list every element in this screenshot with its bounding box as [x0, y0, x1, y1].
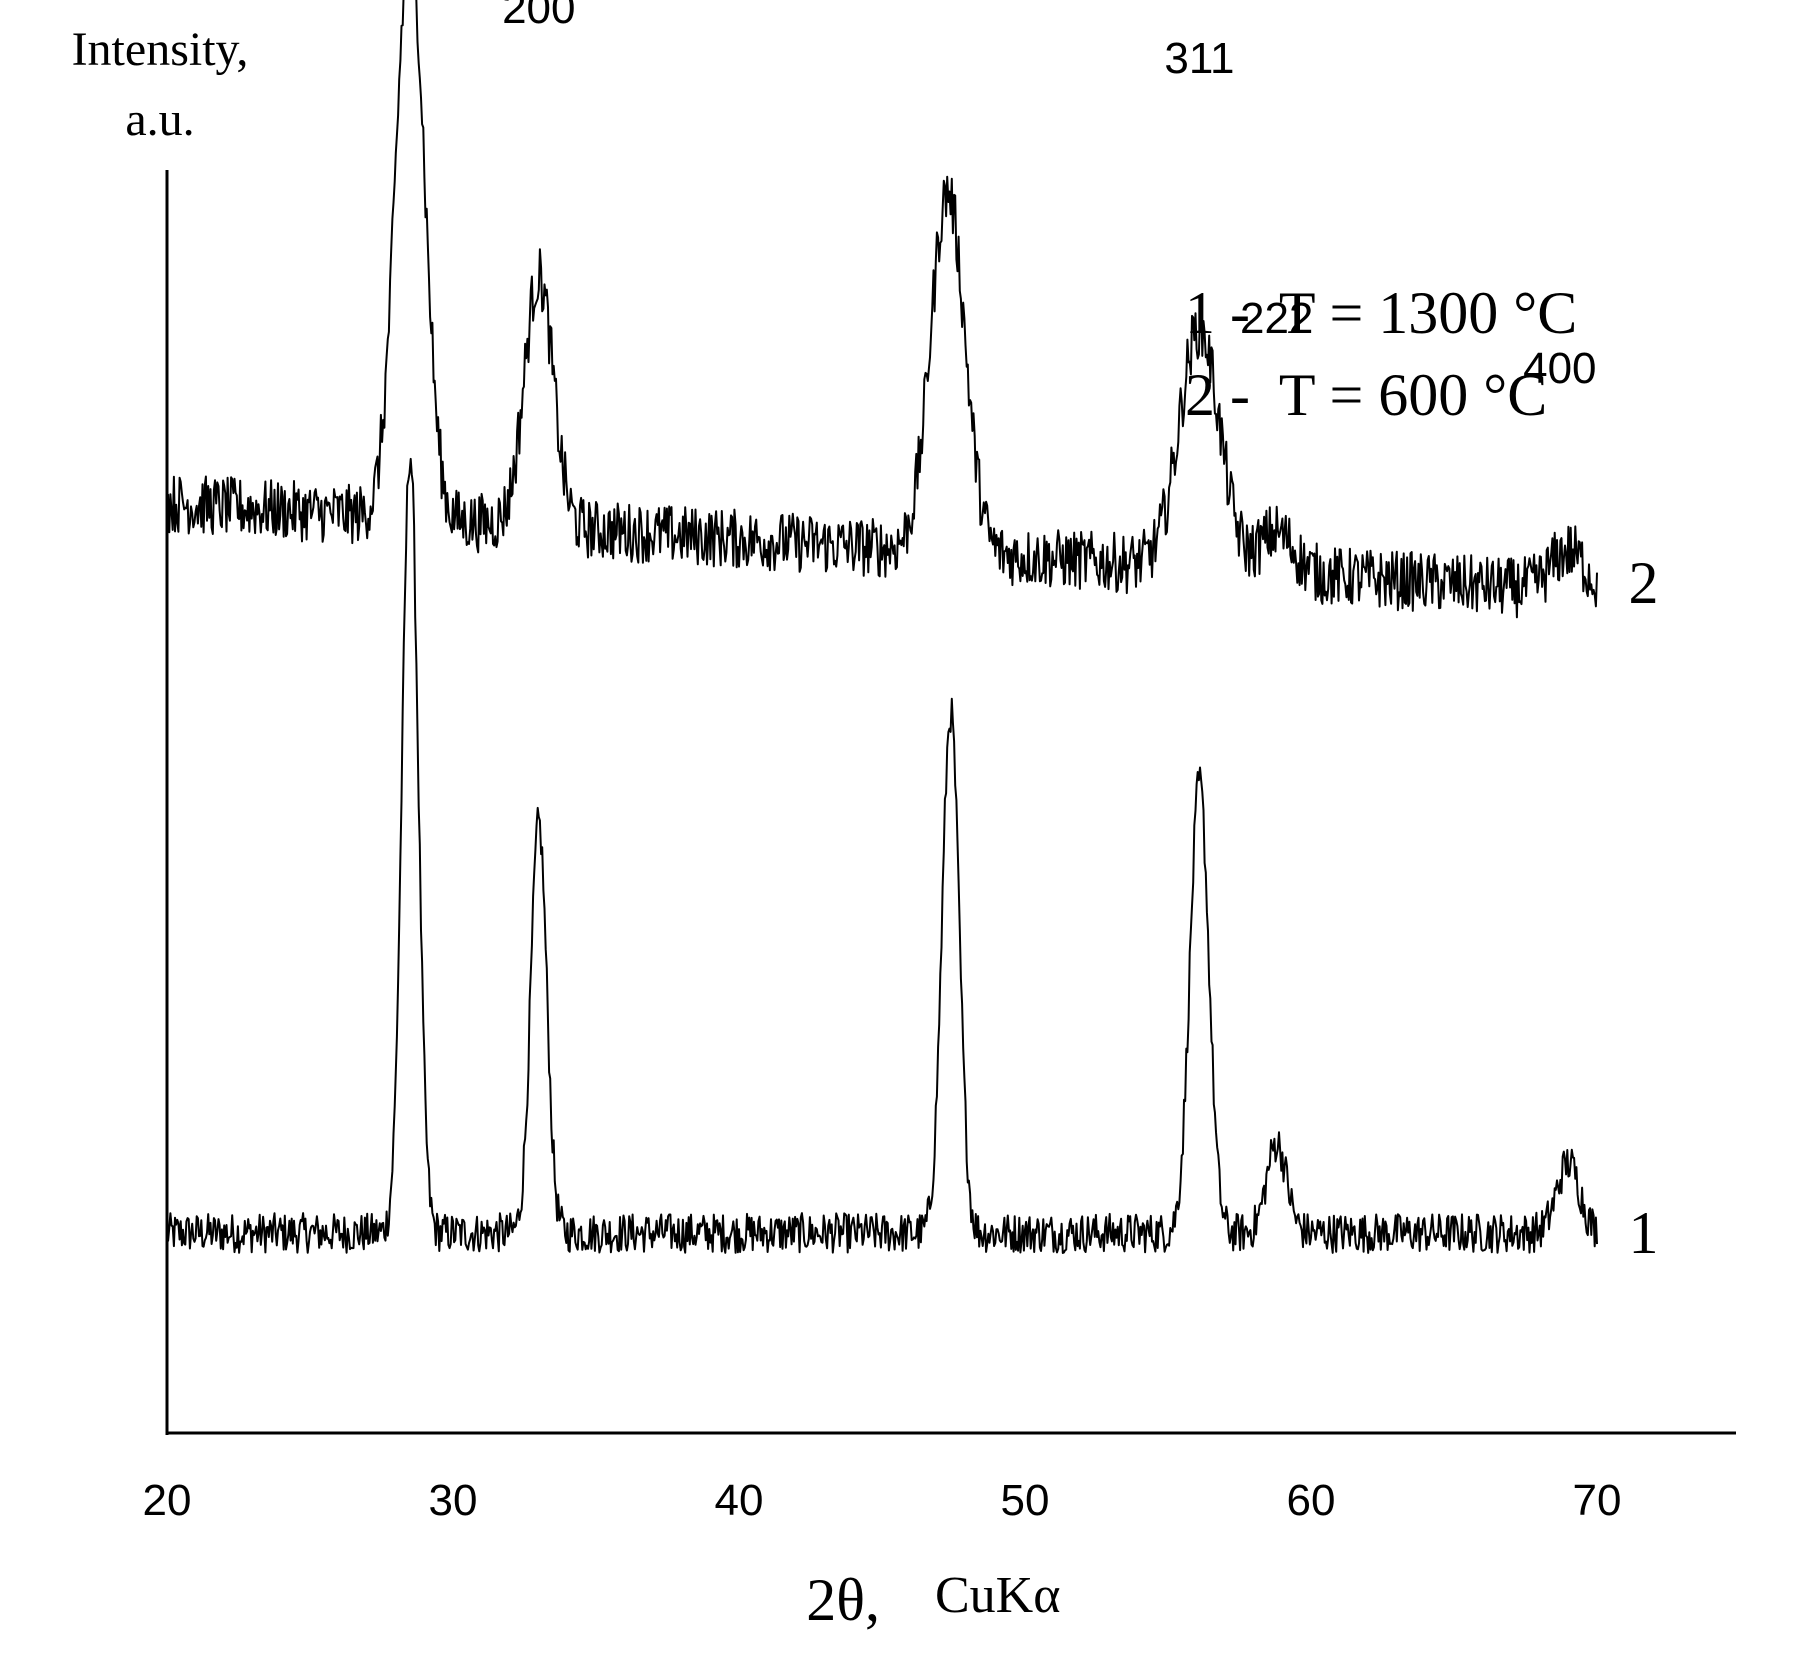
x-tick-label: 40: [715, 1476, 764, 1525]
series-group: [166, 0, 1598, 1254]
peak-label: 222: [1240, 294, 1313, 343]
x-axis-label-sub: CuKα: [935, 1567, 1060, 1624]
x-axis-ticks: 20 30 40 50 60 70: [143, 1476, 1622, 1525]
x-tick-label: 30: [429, 1476, 478, 1525]
series-line-1: [166, 457, 1598, 1254]
series-line-2: [166, 0, 1598, 619]
x-tick-label: 50: [1001, 1476, 1050, 1525]
y-axis-label-line2: a.u.: [125, 93, 194, 146]
legend: 1 - T = 1300 °C 2 - T = 600 °C: [1185, 280, 1577, 428]
curve-label: 2: [1628, 550, 1658, 616]
x-tick-label: 60: [1287, 1476, 1336, 1525]
x-axis-label-main: 2θ,: [806, 1567, 880, 1633]
peak-labels: 111200222311222400: [502, 0, 1596, 393]
curve-label: 1: [1628, 1200, 1658, 1266]
peak-label: 200: [502, 0, 575, 33]
legend-entry-1: 1 - T = 1300 °C: [1185, 280, 1577, 346]
peak-label: 400: [1523, 344, 1596, 393]
x-tick-label: 20: [143, 1476, 192, 1525]
x-tick-label: 70: [1573, 1476, 1622, 1525]
legend-entry-2: 2 - T = 600 °C: [1185, 362, 1547, 428]
y-axis-label-line1: Intensity,: [72, 23, 249, 76]
peak-label: 311: [1164, 34, 1234, 83]
curve-labels: 21: [1628, 550, 1658, 1266]
